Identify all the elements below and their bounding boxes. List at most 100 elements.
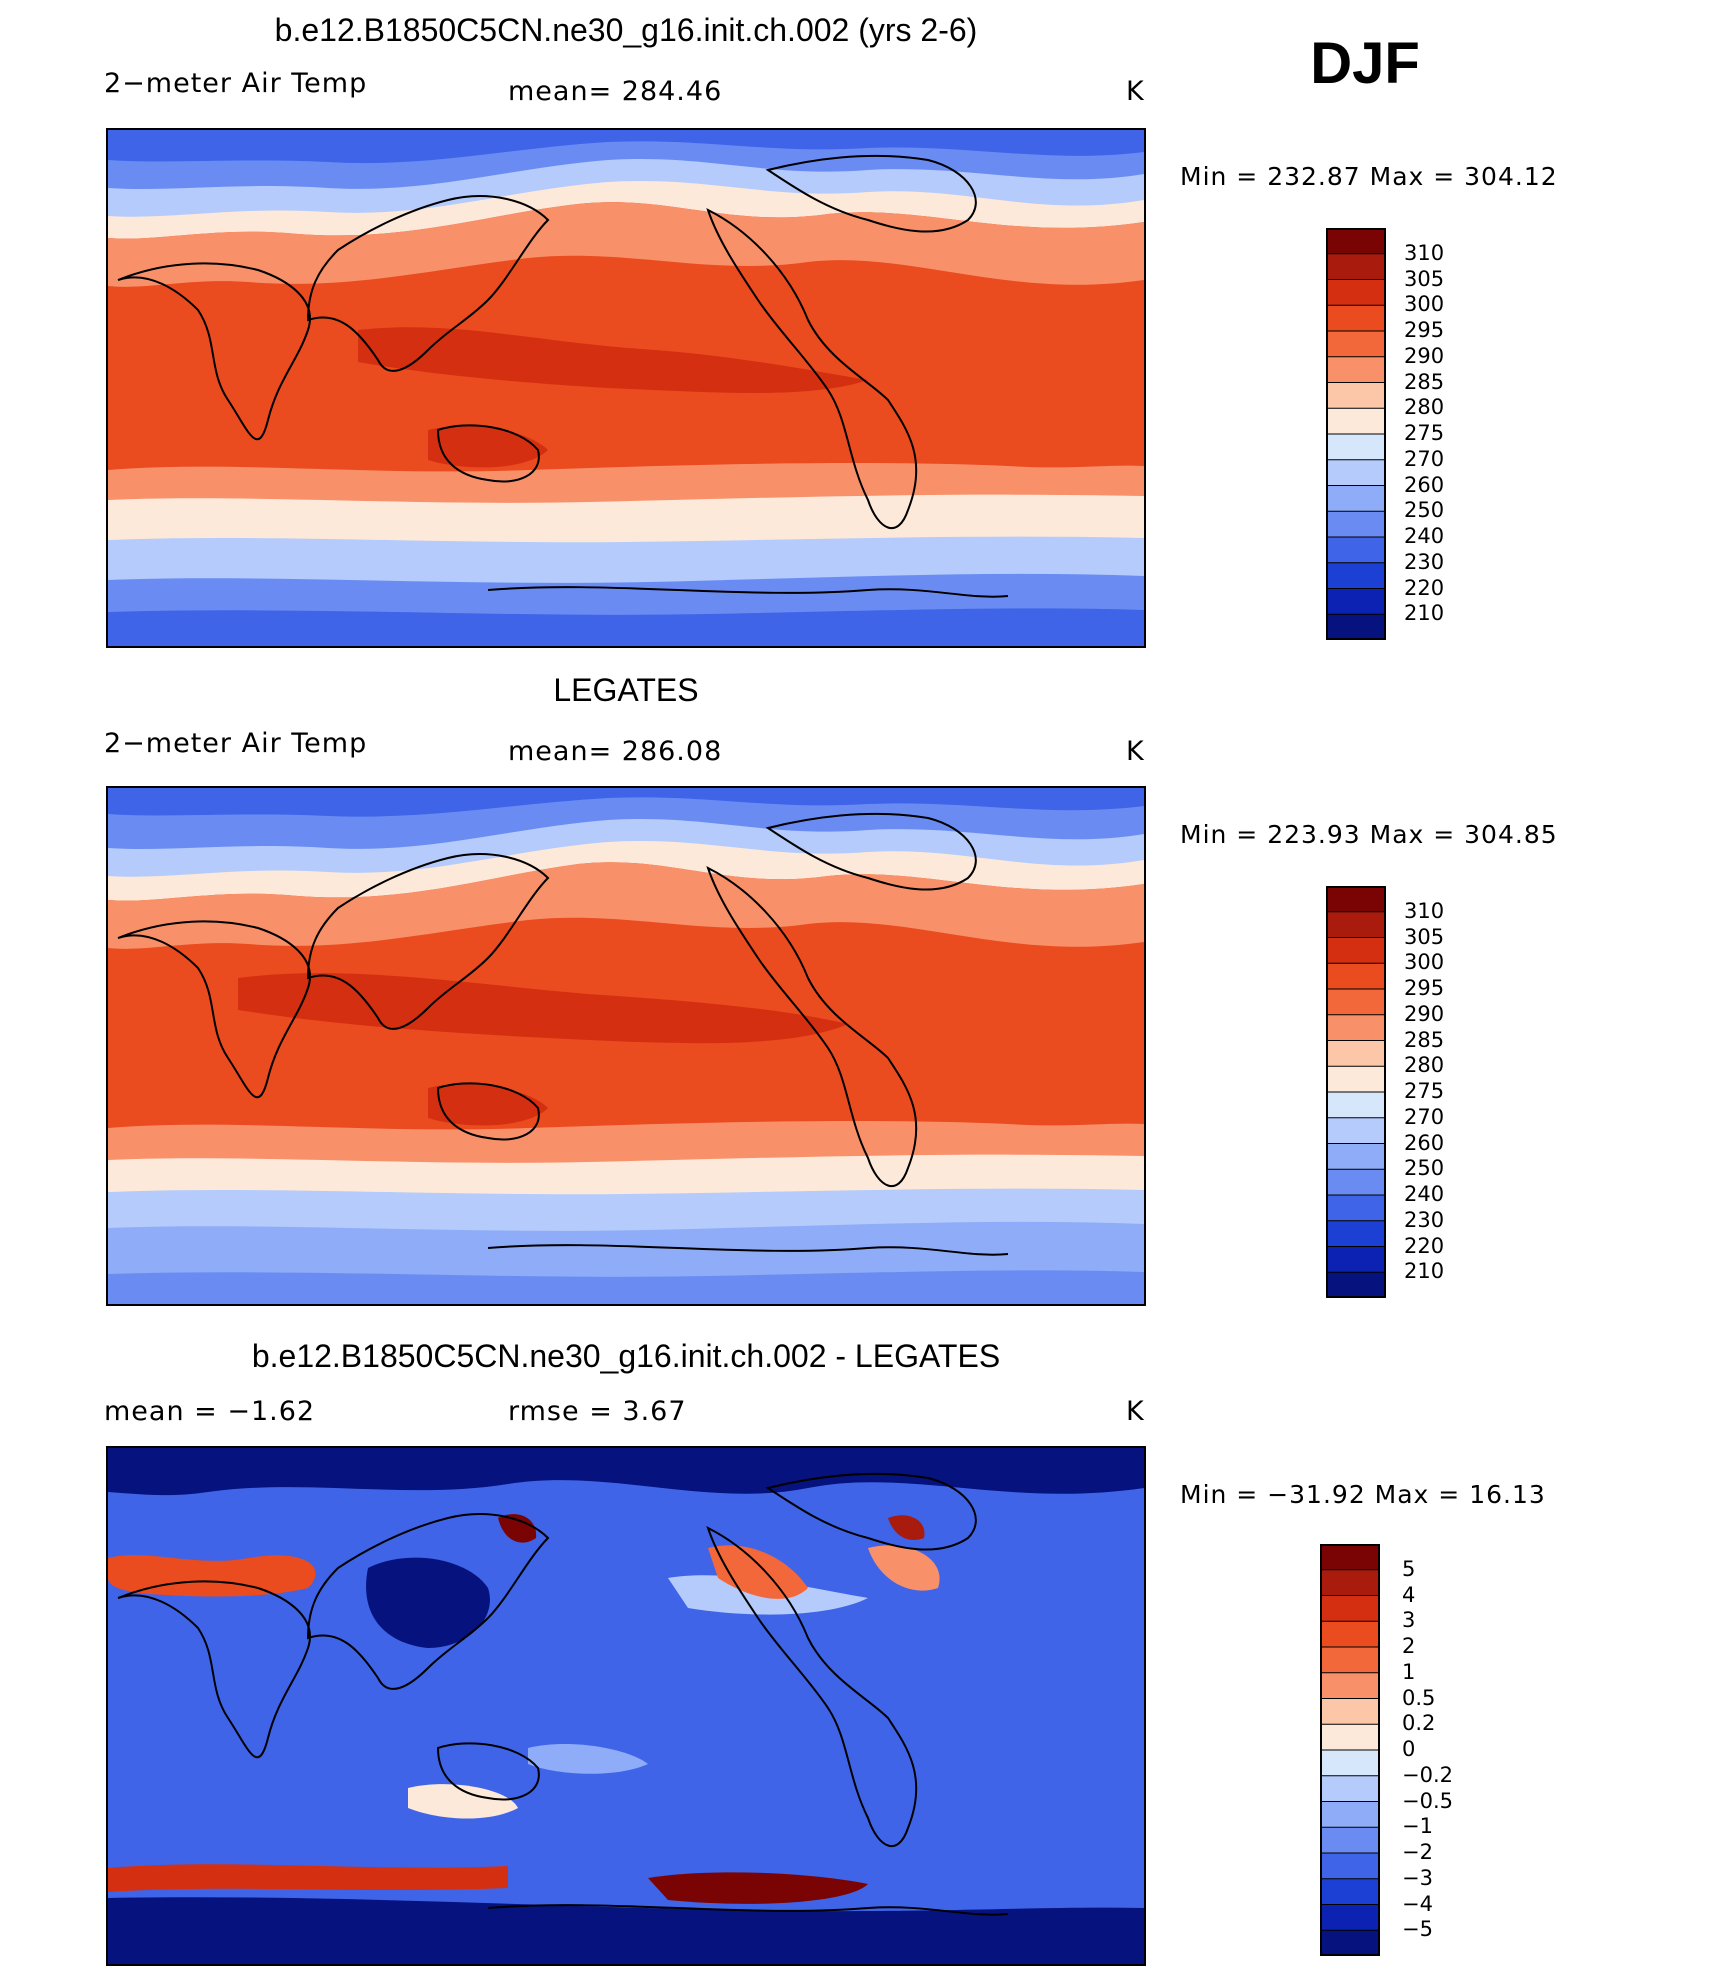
colorbar-swatch	[1319, 1723, 1381, 1751]
colorbar-swatch	[1325, 433, 1387, 461]
colorbar-swatch	[1319, 1775, 1381, 1803]
colorbar-swatch	[1325, 536, 1387, 564]
panel-3-coastlines	[117, 1472, 1009, 1916]
panel-1-colorbar	[1325, 227, 1387, 641]
colorbar-swatch	[1319, 1569, 1381, 1597]
panel-3-australia-light	[408, 1784, 518, 1819]
colorbar-tick-label: 275	[1404, 421, 1445, 445]
panel-3-colorbar	[1319, 1543, 1381, 1957]
panel-1-coastlines	[117, 154, 1009, 598]
colorbar-swatch	[1325, 330, 1387, 358]
colorbar-tick-label: 210	[1404, 601, 1445, 626]
colorbar-swatch	[1325, 562, 1387, 590]
panel-1-colorbar-svg	[1325, 227, 1387, 641]
colorbar-swatch	[1319, 1646, 1381, 1674]
colorbar-swatch	[1325, 885, 1387, 913]
colorbar-swatch	[1325, 1040, 1387, 1068]
colorbar-tick-label: 240	[1404, 524, 1445, 548]
colorbar-tick-label: 270	[1404, 1104, 1445, 1129]
panel-2-coastlines	[117, 812, 1009, 1256]
panel-2-band-n230	[108, 788, 1144, 817]
colorbar-tick-label: 210	[1404, 1259, 1445, 1284]
colorbar-swatch	[1319, 1929, 1381, 1957]
panel-1-variable-label: 2−meter Air Temp	[104, 68, 368, 99]
season-label: DJF	[1310, 31, 1420, 96]
colorbar-tick-label: −1	[1402, 1814, 1433, 1839]
colorbar-tick-label: 290	[1404, 1001, 1445, 1026]
colorbar-tick-label: 220	[1404, 1233, 1445, 1258]
colorbar-swatch	[1325, 937, 1387, 965]
colorbar-swatch	[1325, 613, 1387, 641]
colorbar-tick-label: −0.5	[1402, 1788, 1453, 1813]
colorbar-tick-label: 310	[1404, 898, 1445, 923]
colorbar-outline	[1326, 228, 1386, 640]
panel-2-colorbar-svg	[1325, 885, 1387, 1299]
colorbar-tick-label: 0.5	[1402, 1685, 1436, 1710]
colorbar-swatch	[1325, 485, 1387, 513]
panel-3-minmax: Min = −31.92 Max = 16.13	[1180, 1480, 1546, 1509]
colorbar-tick-label: 280	[1404, 395, 1445, 420]
colorbar-swatch	[1319, 1672, 1381, 1700]
panel-1-units-label: K	[1126, 76, 1145, 107]
colorbar-tick-label: 285	[1404, 1027, 1445, 1052]
colorbar-swatch	[1325, 407, 1387, 435]
panel-3-southern-hot-band	[648, 1872, 868, 1904]
panel-3-antarctic-cold	[108, 1897, 1144, 1964]
colorbar-swatch	[1325, 911, 1387, 939]
panel-2-title: LEGATES	[553, 672, 699, 708]
colorbar-tick-label: 290	[1404, 343, 1445, 368]
colorbar-swatch	[1325, 1220, 1387, 1248]
colorbar-tick-label: 250	[1404, 1156, 1445, 1181]
colorbar-swatch	[1319, 1543, 1381, 1571]
panel-3-title: b.e12.B1850C5CN.ne30_g16.init.ch.002 - L…	[251, 1338, 1001, 1374]
panel-3-map	[106, 1446, 1146, 1966]
colorbar-outline	[1326, 886, 1386, 1298]
colorbar-tick-label: 275	[1404, 1079, 1445, 1103]
colorbar-tick-label: 300	[1404, 292, 1445, 317]
colorbar-tick-label: −3	[1402, 1865, 1433, 1890]
colorbar-tick-label: 280	[1404, 1053, 1445, 1078]
colorbar-swatch	[1325, 459, 1387, 487]
panel-2-colorbar	[1325, 885, 1387, 1299]
colorbar-tick-label: 2	[1402, 1634, 1416, 1658]
panel-2-map	[106, 786, 1146, 1306]
colorbar-swatch	[1325, 1143, 1387, 1171]
colorbar-swatch	[1319, 1904, 1381, 1932]
colorbar-swatch	[1325, 253, 1387, 281]
colorbar-tick-label: 285	[1404, 369, 1445, 394]
panel-3-greenland-hot	[888, 1515, 925, 1540]
panel-1-australia-warm	[428, 426, 548, 468]
panel-3-units-label: K	[1126, 1396, 1145, 1427]
panel-3-north-cold	[108, 1448, 1144, 1496]
colorbar-swatch	[1325, 1271, 1387, 1299]
colorbar-swatch	[1325, 1168, 1387, 1196]
panel-2-minmax: Min = 223.93 Max = 304.85	[1180, 820, 1558, 849]
panel-3-mean-label: mean = −1.62	[104, 1396, 316, 1427]
colorbar-tick-label: −4	[1402, 1891, 1433, 1916]
panel-2-australia-warm	[428, 1084, 548, 1126]
panel-3-map-svg	[108, 1448, 1144, 1964]
colorbar-tick-label: 0	[1402, 1737, 1416, 1761]
colorbar-tick-label: 270	[1404, 446, 1445, 471]
panel-1-band-n285	[108, 202, 1144, 287]
colorbar-swatch	[1319, 1698, 1381, 1726]
colorbar-swatch	[1325, 1014, 1387, 1042]
colorbar-tick-label: 305	[1404, 266, 1445, 291]
colorbar-tick-label: 260	[1404, 472, 1445, 497]
colorbar-swatch	[1319, 1878, 1381, 1906]
colorbar-swatch	[1325, 962, 1387, 990]
colorbar-swatch	[1325, 1091, 1387, 1119]
colorbar-swatch	[1325, 1065, 1387, 1093]
panel-1-title: b.e12.B1850C5CN.ne30_g16.init.ch.002 (yr…	[274, 12, 978, 48]
colorbar-tick-label: 4	[1402, 1582, 1416, 1607]
colorbar-outline	[1320, 1544, 1380, 1956]
panel-2-map-svg	[108, 788, 1144, 1304]
colorbar-swatch	[1325, 304, 1387, 332]
panel-1-band-n230	[108, 130, 1144, 164]
panel-3-namerica-warm	[708, 1545, 808, 1599]
panel-1-map	[106, 128, 1146, 648]
colorbar-tick-label: 305	[1404, 924, 1445, 949]
panel-2-units-label: K	[1126, 736, 1145, 767]
panel-3-siberia-hot	[498, 1514, 537, 1543]
colorbar-tick-label: −5	[1402, 1917, 1433, 1942]
